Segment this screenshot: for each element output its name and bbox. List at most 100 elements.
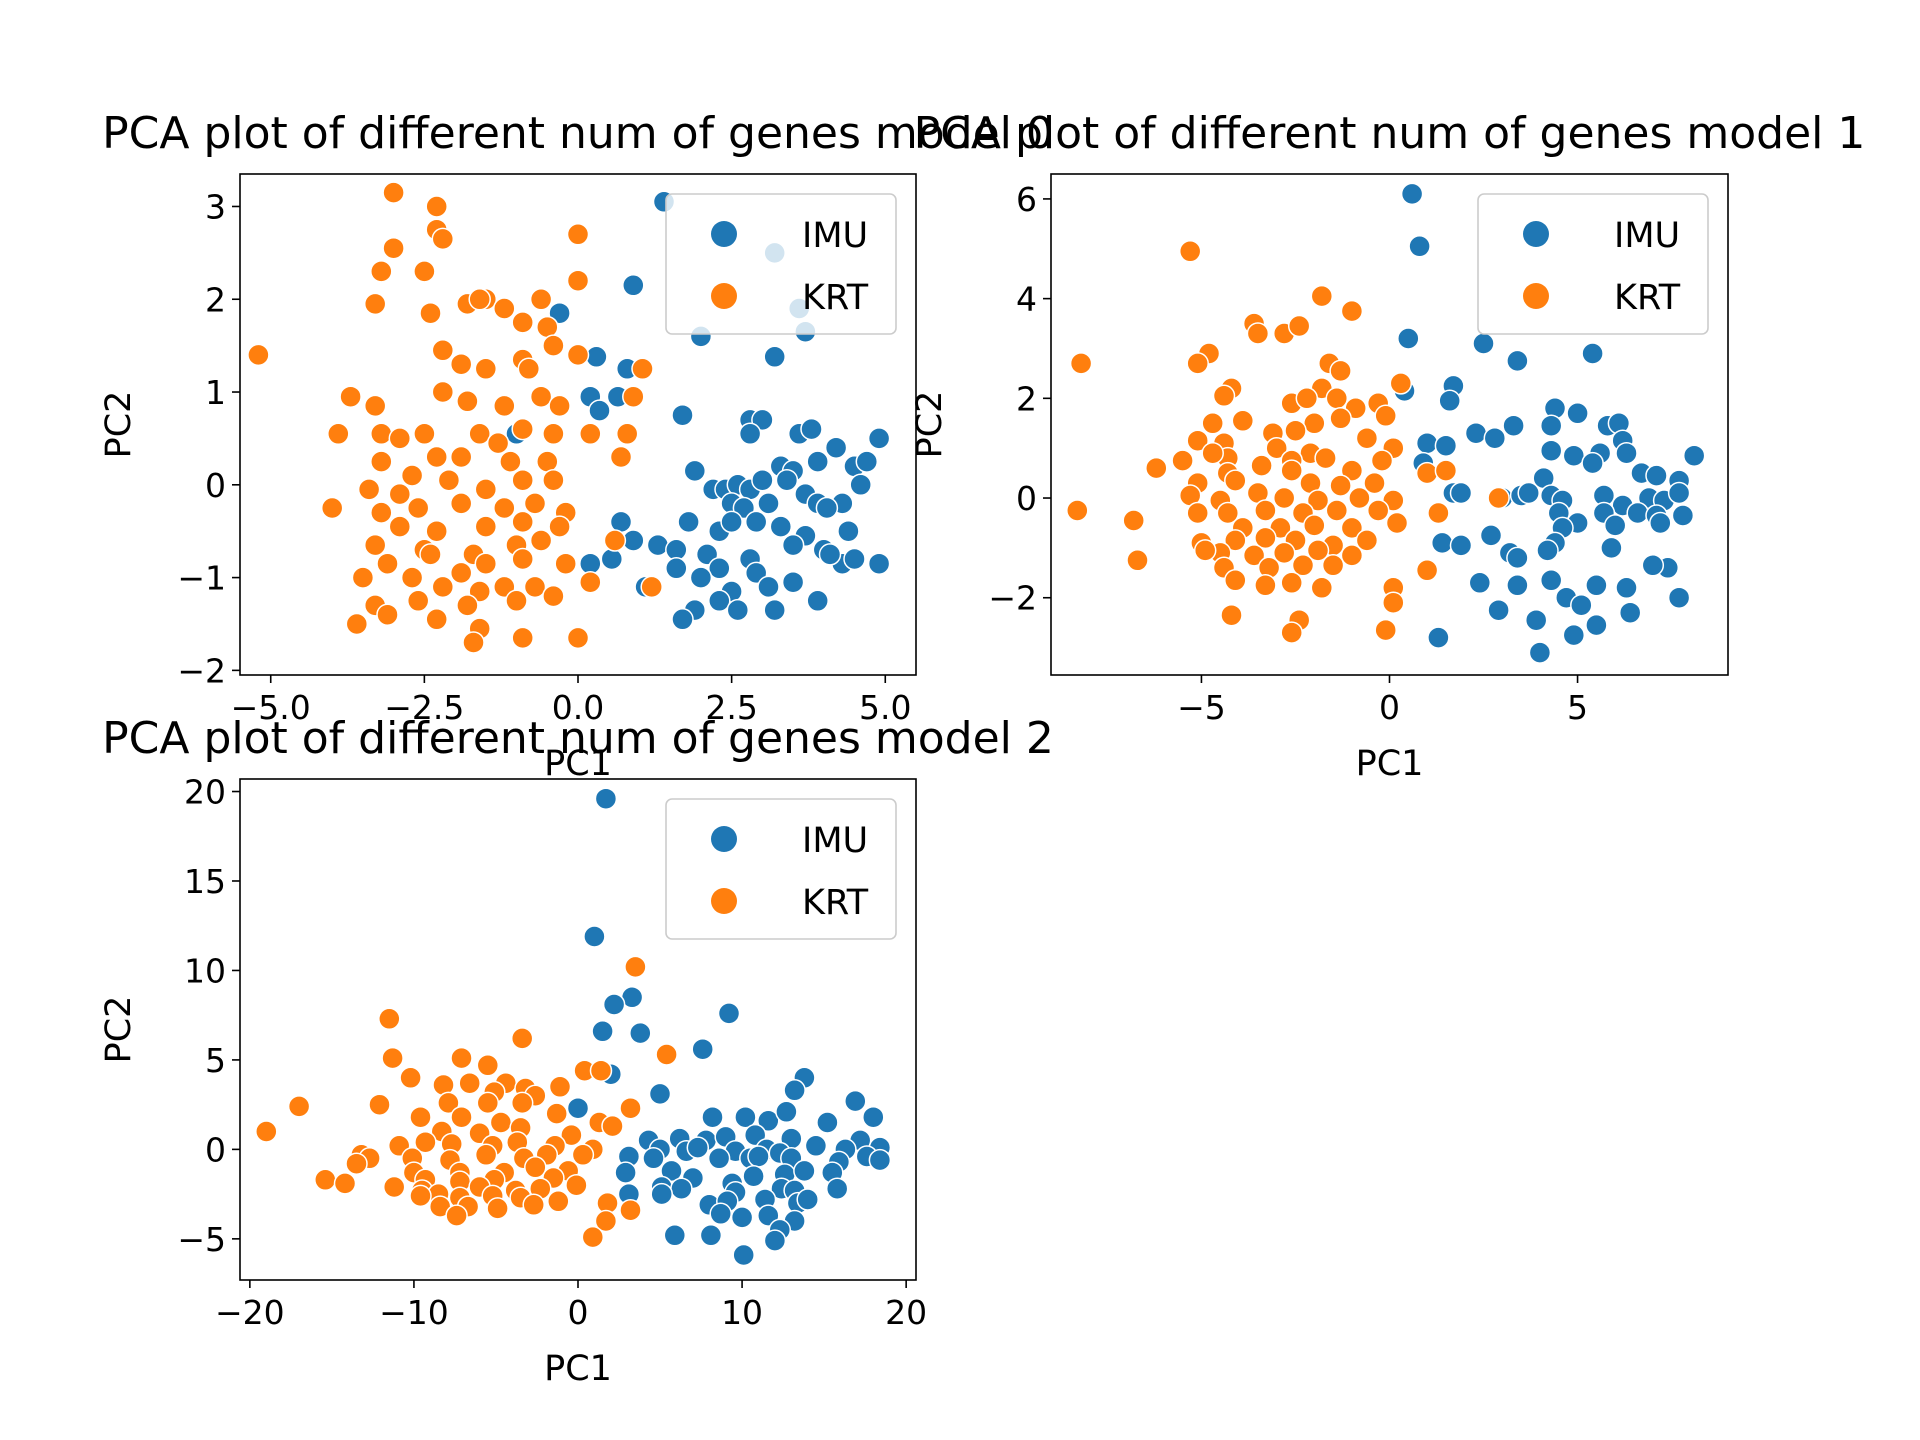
- scatter-point: [413, 260, 436, 283]
- scatter-point: [867, 427, 891, 450]
- scatter-point: [1506, 349, 1529, 373]
- scatter-point: [445, 1204, 468, 1227]
- scatter-point: [1539, 414, 1563, 437]
- scatter-point: [622, 274, 645, 297]
- series-imu: [566, 787, 892, 1267]
- scatter-point: [511, 417, 534, 441]
- scatter-point: [600, 547, 624, 571]
- scatter-point: [406, 589, 430, 613]
- scatter-point: [671, 403, 694, 427]
- scatter-point: [734, 1105, 757, 1129]
- legend-label: KRT: [802, 278, 869, 318]
- x-tick-label: −2.5: [384, 688, 464, 727]
- scatter-point: [1348, 486, 1371, 510]
- scatter-point: [462, 631, 485, 654]
- scatter-point: [1626, 501, 1649, 525]
- scatter-point: [1363, 471, 1386, 495]
- scatter-point: [744, 510, 768, 534]
- scatter-point: [545, 1102, 568, 1125]
- scatter-point: [1303, 412, 1326, 435]
- x-tick-label: 5: [1567, 688, 1588, 727]
- scatter-point: [1667, 481, 1691, 505]
- scatter-point: [709, 1202, 732, 1226]
- scatter-point: [583, 925, 606, 948]
- scatter-point: [1254, 526, 1277, 550]
- scatter-point: [763, 598, 786, 622]
- scatter-point: [400, 464, 424, 487]
- scatter-point: [757, 575, 780, 599]
- scatter-point: [732, 1243, 755, 1267]
- scatter-point: [1242, 544, 1266, 567]
- scatter-point: [640, 575, 663, 599]
- scatter-point: [1321, 554, 1345, 577]
- scatter-point: [1536, 539, 1559, 562]
- x-axis-label: PC1: [1356, 744, 1424, 784]
- scatter-point: [751, 468, 774, 492]
- scatter-point: [815, 496, 839, 520]
- scatter-point: [825, 1177, 849, 1200]
- scatter-point: [456, 390, 479, 413]
- scatter-point: [1224, 529, 1247, 552]
- scatter-point: [1585, 574, 1608, 597]
- scatter-point: [603, 529, 627, 552]
- scatter-point: [855, 450, 879, 473]
- scatter-point: [1449, 481, 1473, 505]
- scatter-point: [660, 1159, 683, 1183]
- y-tick-label: 20: [184, 773, 226, 812]
- scatter-point: [1272, 486, 1296, 510]
- scatter-point: [370, 501, 393, 524]
- scatter-point: [1314, 446, 1337, 470]
- y-tick-label: −2: [177, 651, 226, 690]
- scatter-point: [655, 1043, 678, 1066]
- scatter-point: [816, 1111, 839, 1134]
- x-tick-label: 5.0: [859, 688, 911, 727]
- scatter-point: [1340, 544, 1364, 567]
- scatter-point: [757, 492, 780, 515]
- y-axis-label: PC2: [99, 996, 139, 1064]
- scatter-point: [425, 195, 448, 218]
- scatter-point: [419, 543, 442, 566]
- scatter-point: [691, 1037, 714, 1061]
- y-tick-label: 15: [184, 862, 226, 901]
- series-imu: [1393, 182, 1706, 664]
- scatter-point: [388, 515, 412, 538]
- scatter-point: [1682, 444, 1706, 467]
- scatter-point: [1524, 608, 1548, 632]
- scatter-point: [1566, 402, 1589, 425]
- scatter-point: [1667, 586, 1691, 609]
- scatter-point: [843, 547, 866, 571]
- scatter-point: [376, 603, 399, 626]
- scatter-point: [1649, 511, 1672, 535]
- scatter-point: [1506, 546, 1529, 570]
- scatter-point: [437, 468, 461, 492]
- scatter-point: [511, 626, 534, 650]
- scatter-point: [670, 1177, 693, 1200]
- scatter-point: [425, 445, 448, 469]
- scatter-point: [1641, 554, 1665, 577]
- scatter-point: [1231, 409, 1255, 433]
- scatter-point: [1310, 284, 1334, 308]
- scatter-point: [363, 292, 387, 316]
- scatter-point: [1171, 449, 1194, 472]
- scatter-point: [363, 394, 387, 418]
- scatter-point: [458, 1071, 481, 1095]
- scatter-point: [529, 288, 553, 311]
- y-tick-label: 0: [205, 1130, 226, 1169]
- scatter-point: [363, 533, 387, 557]
- scatter-point: [867, 552, 891, 575]
- scatter-point: [663, 1224, 687, 1247]
- scatter-point: [400, 566, 424, 589]
- scatter-point: [742, 1164, 765, 1188]
- scatter-point: [1254, 574, 1277, 597]
- legend-label: KRT: [1614, 278, 1681, 318]
- scatter-point: [1287, 314, 1311, 338]
- scatter-point: [511, 468, 534, 492]
- scatter-point: [431, 575, 455, 599]
- scatter-point: [1645, 464, 1668, 487]
- scatter-points: [255, 787, 892, 1267]
- x-tick-label: 20: [885, 1293, 927, 1332]
- scatter-point: [738, 422, 762, 446]
- scatter-point: [1122, 509, 1145, 532]
- scatter-point: [566, 223, 590, 246]
- scatter-point: [1430, 531, 1454, 555]
